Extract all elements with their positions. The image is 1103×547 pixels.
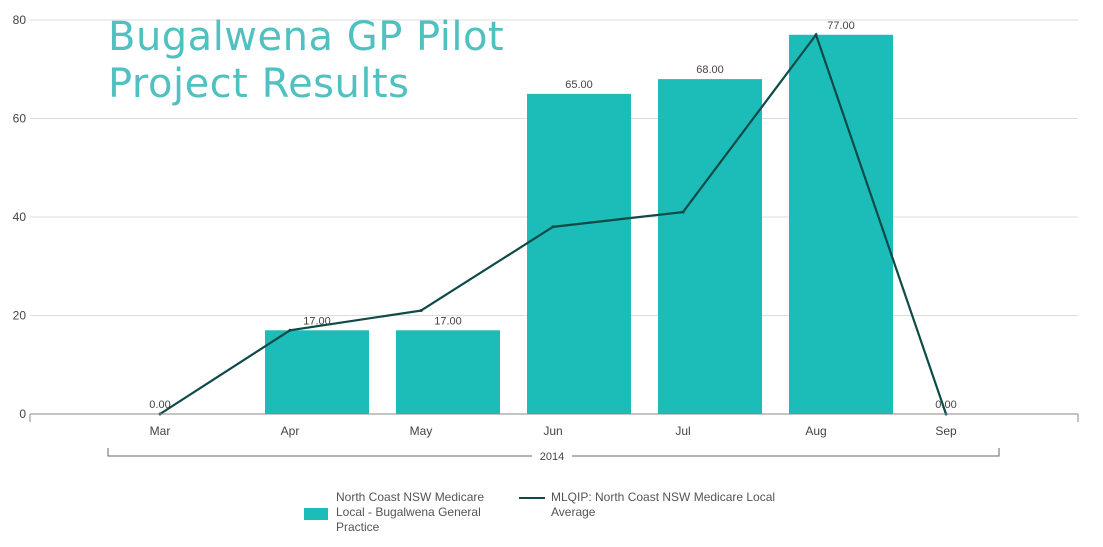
- legend-swatch-bar: [304, 508, 328, 520]
- data-label: 68.00: [696, 64, 724, 76]
- x-tick-label: Aug: [805, 424, 826, 438]
- bar: [789, 34, 893, 415]
- legend-label-line-series: MLQIP: North Coast NSW Medicare Local Av…: [551, 490, 776, 519]
- line-point: [814, 33, 818, 37]
- x-tick-label: Mar: [150, 424, 171, 438]
- y-tick-label: 0: [19, 407, 26, 421]
- x-tick-label: Jun: [543, 424, 562, 438]
- data-label: 0.00: [149, 399, 170, 411]
- y-tick-label: 60: [13, 112, 27, 126]
- bar: [658, 79, 762, 414]
- data-labels: 0.00 17.00 17.00 65.00 68.00 77.00 0.00: [149, 20, 956, 411]
- bar: [396, 330, 500, 414]
- chart-title: Bugalwena GP Pilot Project Results: [108, 14, 504, 108]
- legend-label-bar-series: North Coast NSW Medicare Local - Bugalwe…: [336, 490, 485, 534]
- data-label: 17.00: [434, 315, 462, 327]
- line-point: [419, 309, 423, 313]
- legend: North Coast NSW Medicare Local - Bugalwe…: [0, 490, 1103, 540]
- x-tick-label: Jul: [675, 424, 690, 438]
- chart-title-line-1: Bugalwena GP Pilot: [108, 14, 505, 60]
- y-tick-label: 40: [13, 210, 27, 224]
- data-label: 17.00: [303, 315, 331, 327]
- axes: 0 20 40 60 80 Mar Apr May Jun Jul Aug Sep 2014: [13, 13, 1079, 463]
- group-label-bg: [532, 449, 572, 463]
- line-point: [551, 225, 555, 229]
- group-label: 2014: [540, 451, 564, 463]
- y-tick-label: 20: [13, 309, 27, 323]
- line-point: [288, 328, 292, 332]
- line-point: [681, 210, 685, 214]
- y-tick-label: 80: [13, 13, 27, 27]
- chart-title-line-2: Project Results: [108, 61, 410, 107]
- x-tick-label: Apr: [281, 424, 300, 438]
- data-label: 65.00: [565, 79, 593, 91]
- legend-swatch-line: [519, 497, 545, 499]
- bar: [527, 93, 631, 414]
- data-label: 77.00: [827, 20, 855, 32]
- x-tick-label: May: [410, 424, 433, 438]
- bar: [265, 330, 369, 414]
- x-tick-label: Sep: [935, 424, 957, 438]
- bars: [265, 34, 893, 415]
- data-label: 0.00: [935, 399, 956, 411]
